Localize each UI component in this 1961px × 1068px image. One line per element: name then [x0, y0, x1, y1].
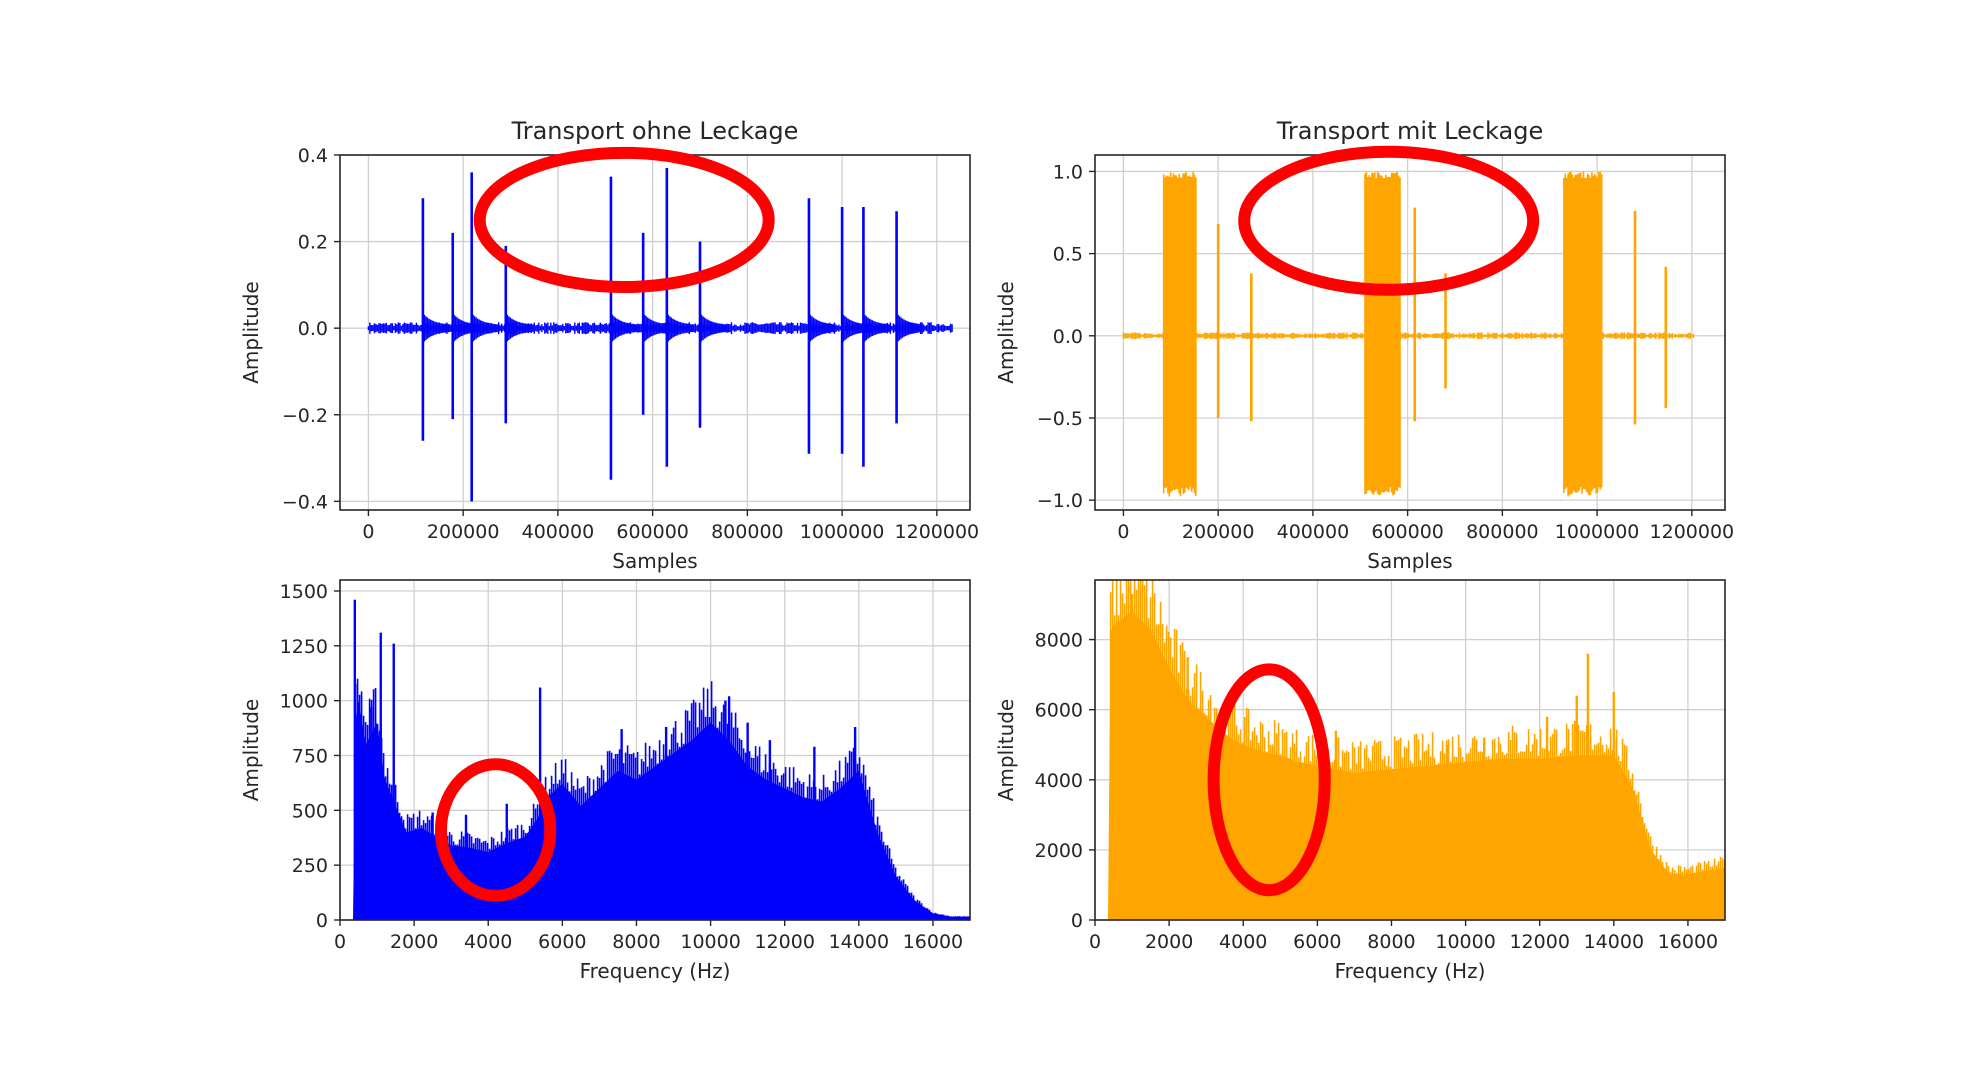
spike-ringdown [895, 313, 925, 344]
y-tick-label: 1.0 [1053, 161, 1083, 183]
x-tick-label: 14000 [829, 931, 889, 953]
x-tick-label: 1000000 [1555, 521, 1640, 543]
y-axis-label: Amplitude [239, 699, 263, 802]
y-tick-label: 0.4 [298, 145, 328, 167]
x-tick-label: 8000 [1367, 931, 1415, 953]
x-tick-label: 4000 [1219, 931, 1267, 953]
x-tick-label: 0 [1117, 521, 1129, 543]
series [367, 167, 953, 502]
x-tick-label: 1000000 [800, 521, 885, 543]
x-tick-label: 10000 [1435, 931, 1495, 953]
x-tick-label: 6000 [538, 931, 586, 953]
y-axis-label: Amplitude [994, 281, 1018, 384]
x-tick-label: 2000 [1145, 931, 1193, 953]
chart-title: Transport ohne Leckage [511, 117, 799, 145]
x-tick-label: 6000 [1293, 931, 1341, 953]
x-tick-label: 2000 [390, 931, 438, 953]
x-tick-label: 1200000 [895, 521, 980, 543]
ticks: 0 2000 4000 6000 8000 10000 12000 14000 16000 0 20… [1035, 630, 1719, 953]
x-tick-label: 600000 [616, 521, 689, 543]
subplot-time-mit-leckage: 0 200000 400000 600000 800000 1000000 1200000 −… [994, 117, 1734, 573]
subplot-time-ohne-leckage: 0 200000 400000 600000 800000 1000000 1200000 −… [239, 117, 979, 573]
spike-ringdown [505, 313, 534, 344]
x-tick-label: 14000 [1584, 931, 1644, 953]
x-tick-label: 400000 [1277, 521, 1350, 543]
spike-ringdown [610, 313, 639, 344]
axes-frame [1094, 579, 1726, 921]
spike-ringdown [808, 313, 837, 344]
y-tick-label: 0.2 [298, 232, 328, 254]
y-tick-label: 0 [316, 910, 328, 932]
ticks: 0 2000 4000 6000 8000 10000 12000 14000 16000 0 25… [280, 581, 964, 953]
x-axis-label: Samples [1367, 549, 1452, 573]
series [1122, 171, 1695, 497]
chart-title: Transport mit Leckage [1276, 117, 1543, 145]
y-tick-label: 8000 [1035, 630, 1083, 652]
x-tick-label: 800000 [711, 521, 784, 543]
y-tick-label: 0.0 [1053, 326, 1083, 348]
saturated-burst [1162, 171, 1197, 497]
x-tick-label: 8000 [612, 931, 660, 953]
x-tick-label: 0 [362, 521, 374, 543]
y-tick-label: 0 [1071, 910, 1083, 932]
spike-ringdown [862, 313, 892, 344]
x-tick-label: 0 [1089, 931, 1101, 953]
axes-frame [339, 579, 971, 921]
highlight-ellipse [434, 758, 557, 902]
y-tick-label: 500 [292, 800, 328, 822]
y-tick-label: 750 [292, 745, 328, 767]
x-tick-label: 16000 [903, 931, 963, 953]
y-axis-label: Amplitude [239, 281, 263, 384]
y-tick-label: −1.0 [1037, 490, 1083, 512]
spike-ringdown [422, 313, 451, 344]
subplot-spectrum-ohne-leckage: 0 2000 4000 6000 8000 10000 12000 14000 16000 0 25… [239, 579, 971, 983]
y-tick-label: 1250 [280, 636, 328, 658]
spike-ringdown [666, 313, 695, 344]
y-tick-label: 1000 [280, 691, 328, 713]
y-tick-label: −0.2 [282, 405, 328, 427]
saturated-burst [1364, 171, 1401, 496]
x-tick-label: 200000 [1182, 521, 1255, 543]
series [1095, 580, 1725, 920]
x-tick-label: 1200000 [1650, 521, 1735, 543]
x-tick-label: 16000 [1658, 931, 1718, 953]
x-tick-label: 10000 [680, 931, 740, 953]
x-axis-label: Samples [612, 549, 697, 573]
y-tick-label: 0.5 [1053, 244, 1083, 266]
y-tick-label: 6000 [1035, 700, 1083, 722]
x-tick-label: 600000 [1371, 521, 1444, 543]
y-tick-label: 250 [292, 855, 328, 877]
y-tick-label: 0.0 [298, 318, 328, 340]
spike-ringdown [699, 313, 728, 344]
ticks: 0 200000 400000 600000 800000 1000000 1200000 −… [1037, 161, 1734, 543]
y-tick-label: −0.4 [282, 491, 328, 513]
saturated-burst [1563, 171, 1603, 497]
series [340, 599, 970, 920]
x-tick-label: 0 [334, 931, 346, 953]
x-axis-label: Frequency (Hz) [580, 959, 731, 983]
x-tick-label: 12000 [1509, 931, 1569, 953]
x-tick-label: 400000 [522, 521, 595, 543]
subplot-spectrum-mit-leckage: 0 2000 4000 6000 8000 10000 12000 14000 16000 0 20… [994, 579, 1726, 983]
x-tick-label: 200000 [427, 521, 500, 543]
spike-ringdown [471, 313, 500, 344]
x-tick-label: 800000 [1466, 521, 1539, 543]
highlight-ellipse [473, 146, 775, 294]
y-axis-label: Amplitude [994, 699, 1018, 802]
y-tick-label: 1500 [280, 581, 328, 603]
x-axis-label: Frequency (Hz) [1335, 959, 1486, 983]
y-tick-label: 4000 [1035, 770, 1083, 792]
highlight-ellipse [1207, 663, 1331, 897]
highlight-ellipse [1238, 145, 1540, 296]
ticks: 0 200000 400000 600000 800000 1000000 1200000 −… [282, 145, 979, 543]
y-tick-label: 2000 [1035, 840, 1083, 862]
y-tick-label: −0.5 [1037, 408, 1083, 430]
baseline-noise [1122, 332, 1695, 340]
x-tick-label: 4000 [464, 931, 512, 953]
grid [1095, 155, 1725, 510]
x-tick-label: 12000 [754, 931, 814, 953]
